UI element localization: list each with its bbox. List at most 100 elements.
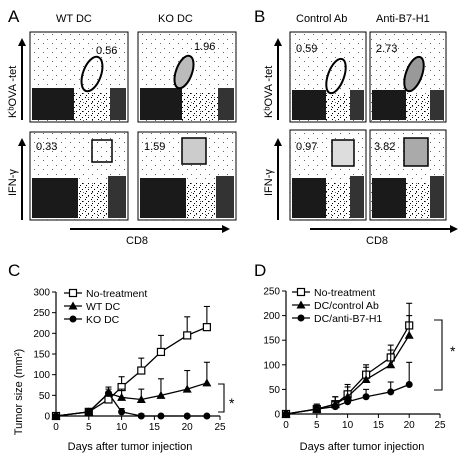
panel-letter-b: B bbox=[254, 7, 265, 26]
chart-d-ytick-label-3: 150 bbox=[263, 336, 280, 347]
x-label-b: CD8 bbox=[366, 235, 388, 247]
significance-bracket-c bbox=[218, 383, 225, 413]
chart-d-xtick-label-5: 25 bbox=[434, 420, 446, 431]
chart-d-ytick-label-2: 100 bbox=[263, 360, 280, 371]
chart-d-ytick-label-4: 200 bbox=[263, 311, 280, 322]
chart-c-legend-marker-2 bbox=[69, 315, 77, 323]
flow-plot-b-anti-ifn bbox=[369, 129, 447, 221]
chart-d-point-2-4 bbox=[362, 393, 370, 401]
value-a-ko-ifn: 1.59 bbox=[144, 141, 165, 153]
chart-c-xtick-label-5: 25 bbox=[214, 422, 226, 433]
chart-c-point-2-2 bbox=[104, 389, 112, 397]
chart-c-point-1-4 bbox=[136, 394, 146, 403]
chart-c-ytick-label-2: 100 bbox=[33, 370, 50, 381]
x-label-a: CD8 bbox=[126, 235, 148, 247]
chart-d-legend-marker-0 bbox=[296, 287, 306, 297]
chart-c-xtick-label-0: 0 bbox=[53, 422, 59, 433]
chart-d-legend-label-1: DC/control Ab bbox=[314, 300, 379, 312]
chart-d-legend-marker-2 bbox=[297, 314, 305, 322]
y-label-a-top: KᵇOVA -tet bbox=[7, 66, 19, 118]
chart-d-legend-marker-1 bbox=[296, 300, 306, 309]
chart-d-xtick-label-0: 0 bbox=[283, 420, 289, 431]
y-label-c: Tumor size (mm²) bbox=[13, 349, 25, 435]
flow-plot-a-ko-tet bbox=[137, 31, 237, 123]
chart-c-legend-marker-1 bbox=[68, 301, 78, 310]
chart-c-series-line-1 bbox=[55, 382, 208, 417]
chart-d-ytick-label-5: 250 bbox=[263, 287, 280, 298]
flow-plot-a-wt-tet bbox=[29, 31, 129, 123]
chart-d-legend-label-0: No-treatment bbox=[314, 287, 375, 299]
chart-c-legend-label-0: No-treatment bbox=[86, 288, 147, 300]
chart-c-point-0-7 bbox=[202, 323, 211, 332]
panel-letter-d: D bbox=[254, 261, 266, 280]
chart-d-ytick-label-1: 50 bbox=[269, 385, 281, 396]
chart-d-point-1-5 bbox=[386, 360, 396, 369]
col-title-a-1: WT DC bbox=[56, 13, 92, 25]
chart-c-xtick-label-3: 15 bbox=[149, 422, 161, 433]
value-b-anti-ifn: 3.82 bbox=[374, 141, 395, 153]
chart-c-point-2-7 bbox=[203, 412, 211, 420]
significance-bracket-d bbox=[434, 319, 443, 391]
chart-d-xtick-label-2: 10 bbox=[342, 420, 354, 431]
chart-d-point-2-3 bbox=[344, 398, 352, 406]
value-b-ctrl-tet: 0.59 bbox=[296, 43, 317, 55]
flow-plot-b-ctrl-ifn bbox=[289, 129, 367, 221]
value-a-wt-tet: 0.56 bbox=[96, 45, 117, 57]
panel-b: B Control Ab Anti-B7-H1 KᵇOVA -tet IFN-γ… bbox=[254, 7, 458, 247]
col-title-b-2: Anti-B7-H1 bbox=[376, 13, 430, 25]
chart-d-xtick-label-4: 20 bbox=[404, 420, 416, 431]
chart-d-xtick-label-3: 15 bbox=[373, 420, 385, 431]
flow-plot-a-wt-ifn bbox=[29, 131, 129, 221]
chart-c-point-0-4 bbox=[137, 366, 146, 375]
x-label-d: Days after tumor injection bbox=[300, 441, 425, 453]
chart-c-ytick-label-6: 300 bbox=[33, 288, 50, 299]
flow-plot-a-ko-ifn bbox=[137, 131, 237, 221]
chart-d-point-1-4 bbox=[361, 375, 371, 384]
chart-d-point-2-2 bbox=[331, 403, 339, 411]
chart-c-point-0-6 bbox=[183, 331, 192, 340]
y-label-a-bottom: IFN-γ bbox=[7, 169, 19, 196]
chart-d-point-2-5 bbox=[387, 388, 395, 396]
flow-plot-b-ctrl-tet bbox=[289, 31, 367, 123]
chart-d-point-2-1 bbox=[313, 405, 321, 413]
chart-d-point-2-0 bbox=[282, 410, 290, 418]
chart-c-series-line-2 bbox=[55, 392, 207, 417]
chart-c-point-2-5 bbox=[157, 412, 165, 420]
chart-d-xtick-label-1: 5 bbox=[314, 420, 320, 431]
chart-c-legend-label-1: WT DC bbox=[86, 301, 121, 313]
chart-d-point-1-6 bbox=[404, 330, 414, 339]
chart-c-series-line-0 bbox=[55, 326, 208, 417]
chart-c-point-1-6 bbox=[182, 384, 192, 393]
chart-c-ytick-label-5: 250 bbox=[33, 308, 50, 319]
chart-d-legend-label-2: DC/anti-B7-H1 bbox=[314, 313, 382, 325]
chart-d-ytick-label-0: 0 bbox=[274, 410, 280, 421]
significance-d: * bbox=[450, 343, 456, 359]
value-a-wt-ifn: 0.33 bbox=[36, 141, 57, 153]
panel-letter-a: A bbox=[8, 7, 20, 26]
chart-d-point-2-6 bbox=[405, 380, 413, 388]
value-a-ko-tet: 1.96 bbox=[194, 41, 215, 53]
y-label-b-bottom: IFN-γ bbox=[263, 169, 275, 196]
chart-c-point-2-1 bbox=[85, 408, 93, 416]
x-label-c: Days after tumor injection bbox=[68, 441, 193, 453]
col-title-b-1: Control Ab bbox=[296, 13, 347, 25]
chart-c-point-2-4 bbox=[137, 412, 145, 420]
chart-c-point-2-3 bbox=[118, 408, 126, 416]
chart-c-ytick-label-3: 150 bbox=[33, 350, 50, 361]
chart-c-xtick-label-2: 10 bbox=[116, 422, 128, 433]
chart-c: 0 50 100 150 200 250 300 0 5 10 15 20 25 No-treatment… bbox=[33, 288, 226, 434]
chart-c-xtick-label-4: 20 bbox=[182, 422, 194, 433]
value-b-anti-tet: 2.73 bbox=[376, 43, 397, 55]
value-b-ctrl-ifn: 0.97 bbox=[296, 141, 317, 153]
chart-c-point-1-3 bbox=[117, 392, 127, 401]
chart-c-point-1-5 bbox=[156, 390, 166, 399]
chart-c-xtick-label-1: 5 bbox=[86, 422, 92, 433]
panel-a: A WT DC KO DC KᵇOVA -tet IFN-γ 0.56 1.96 bbox=[7, 7, 237, 247]
col-title-a-2: KO DC bbox=[158, 13, 193, 25]
chart-c-point-0-5 bbox=[156, 347, 166, 357]
chart-c-point-1-7 bbox=[202, 378, 212, 387]
panel-c: C Tumor size (mm²) 0 50 100 150 200 250 300 0 5 1… bbox=[8, 261, 235, 453]
